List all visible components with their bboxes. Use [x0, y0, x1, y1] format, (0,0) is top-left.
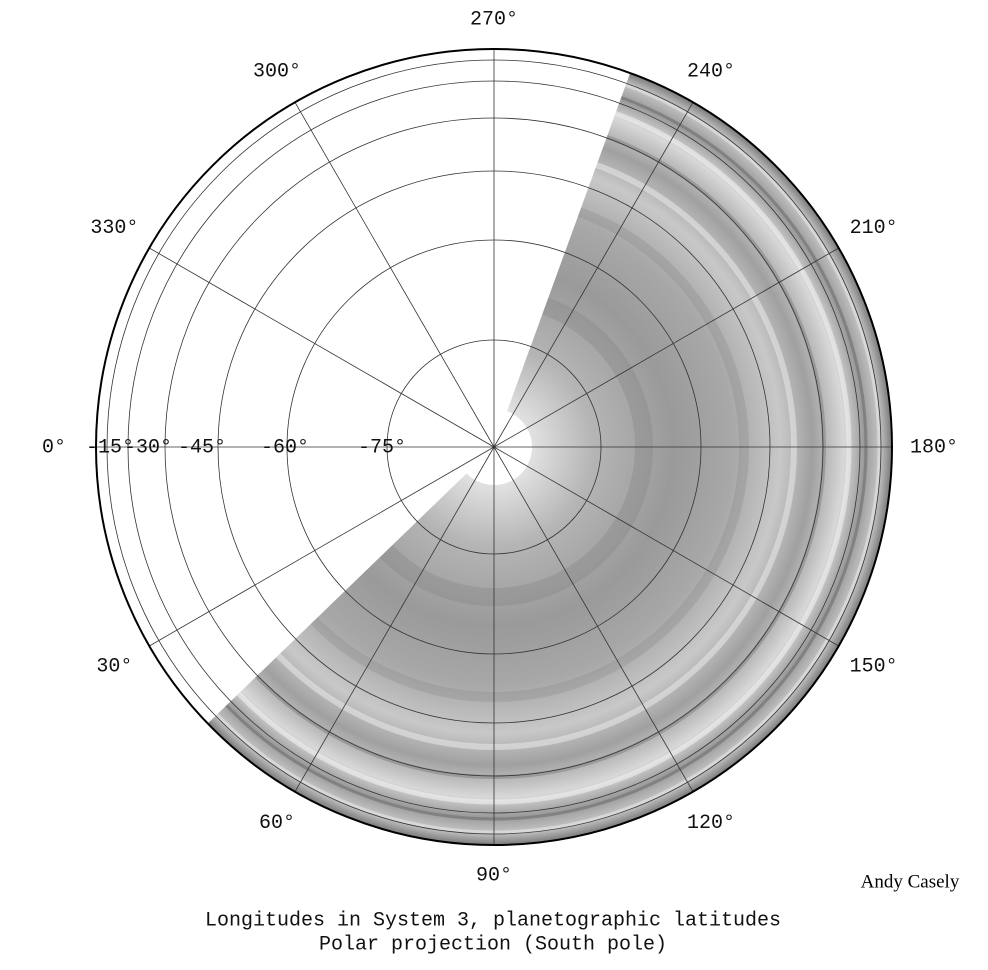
- longitude-label: 120°: [687, 812, 735, 835]
- latitude-label: -45°: [178, 436, 226, 459]
- longitude-line: [493, 102, 694, 448]
- latitude-label: -75°: [358, 436, 406, 459]
- longitude-label: 90°: [476, 864, 512, 887]
- longitude-line: [493, 446, 694, 792]
- credit: Andy Casely: [861, 871, 960, 892]
- longitude-line: [493, 247, 839, 448]
- caption: Polar projection (South pole): [319, 933, 667, 956]
- latitude-label: -15°: [86, 436, 134, 459]
- latitude-label: -60°: [261, 436, 309, 459]
- longitude-line: [294, 102, 495, 448]
- longitude-label: 240°: [687, 60, 735, 83]
- longitude-label: 210°: [850, 217, 898, 240]
- longitude-line: [493, 446, 839, 647]
- outer-rim: [95, 48, 893, 846]
- longitude-label: 0°: [42, 436, 66, 459]
- labels: 0° 30° 60° 90° 120° 150° 180° 210° 240° 270° 300° 3…: [42, 8, 958, 887]
- caption: Longitudes in System 3, planetographic l…: [205, 909, 781, 932]
- longitude-label: 330°: [90, 217, 138, 240]
- image-wedge: [207, 73, 892, 845]
- latitude-label: -30°: [124, 436, 172, 459]
- longitude-line: [294, 446, 495, 792]
- longitude-label: 60°: [259, 812, 295, 835]
- longitude-line: [149, 247, 495, 448]
- longitude-label: 270°: [470, 8, 518, 31]
- graticule: [96, 49, 892, 845]
- longitude-label: 300°: [253, 60, 301, 83]
- longitude-line: [149, 446, 495, 647]
- longitude-label: 150°: [850, 655, 898, 678]
- longitude-label: 180°: [910, 436, 958, 459]
- longitude-label: 30°: [96, 655, 132, 678]
